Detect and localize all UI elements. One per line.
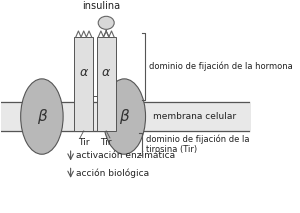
Text: Tir: Tir bbox=[78, 138, 89, 147]
Text: activación enzimática: activación enzimática bbox=[76, 151, 175, 160]
Text: Tir: Tir bbox=[100, 138, 112, 147]
Text: acción biológica: acción biológica bbox=[76, 168, 149, 178]
Bar bbox=[97, 37, 116, 131]
Circle shape bbox=[98, 16, 114, 29]
Text: dominio de fijación de la hormona: dominio de fijación de la hormona bbox=[148, 62, 292, 71]
Text: dominio de fijación de la
tirosina (Tir): dominio de fijación de la tirosina (Tir) bbox=[146, 134, 250, 154]
Text: β: β bbox=[37, 109, 47, 124]
Text: membrana celular: membrana celular bbox=[153, 112, 236, 121]
Text: β: β bbox=[119, 109, 129, 124]
Text: α: α bbox=[102, 66, 110, 79]
Text: α: α bbox=[80, 66, 88, 79]
Ellipse shape bbox=[103, 79, 146, 154]
Ellipse shape bbox=[21, 79, 63, 154]
Bar bbox=[74, 37, 93, 131]
Text: insulina: insulina bbox=[82, 1, 120, 11]
